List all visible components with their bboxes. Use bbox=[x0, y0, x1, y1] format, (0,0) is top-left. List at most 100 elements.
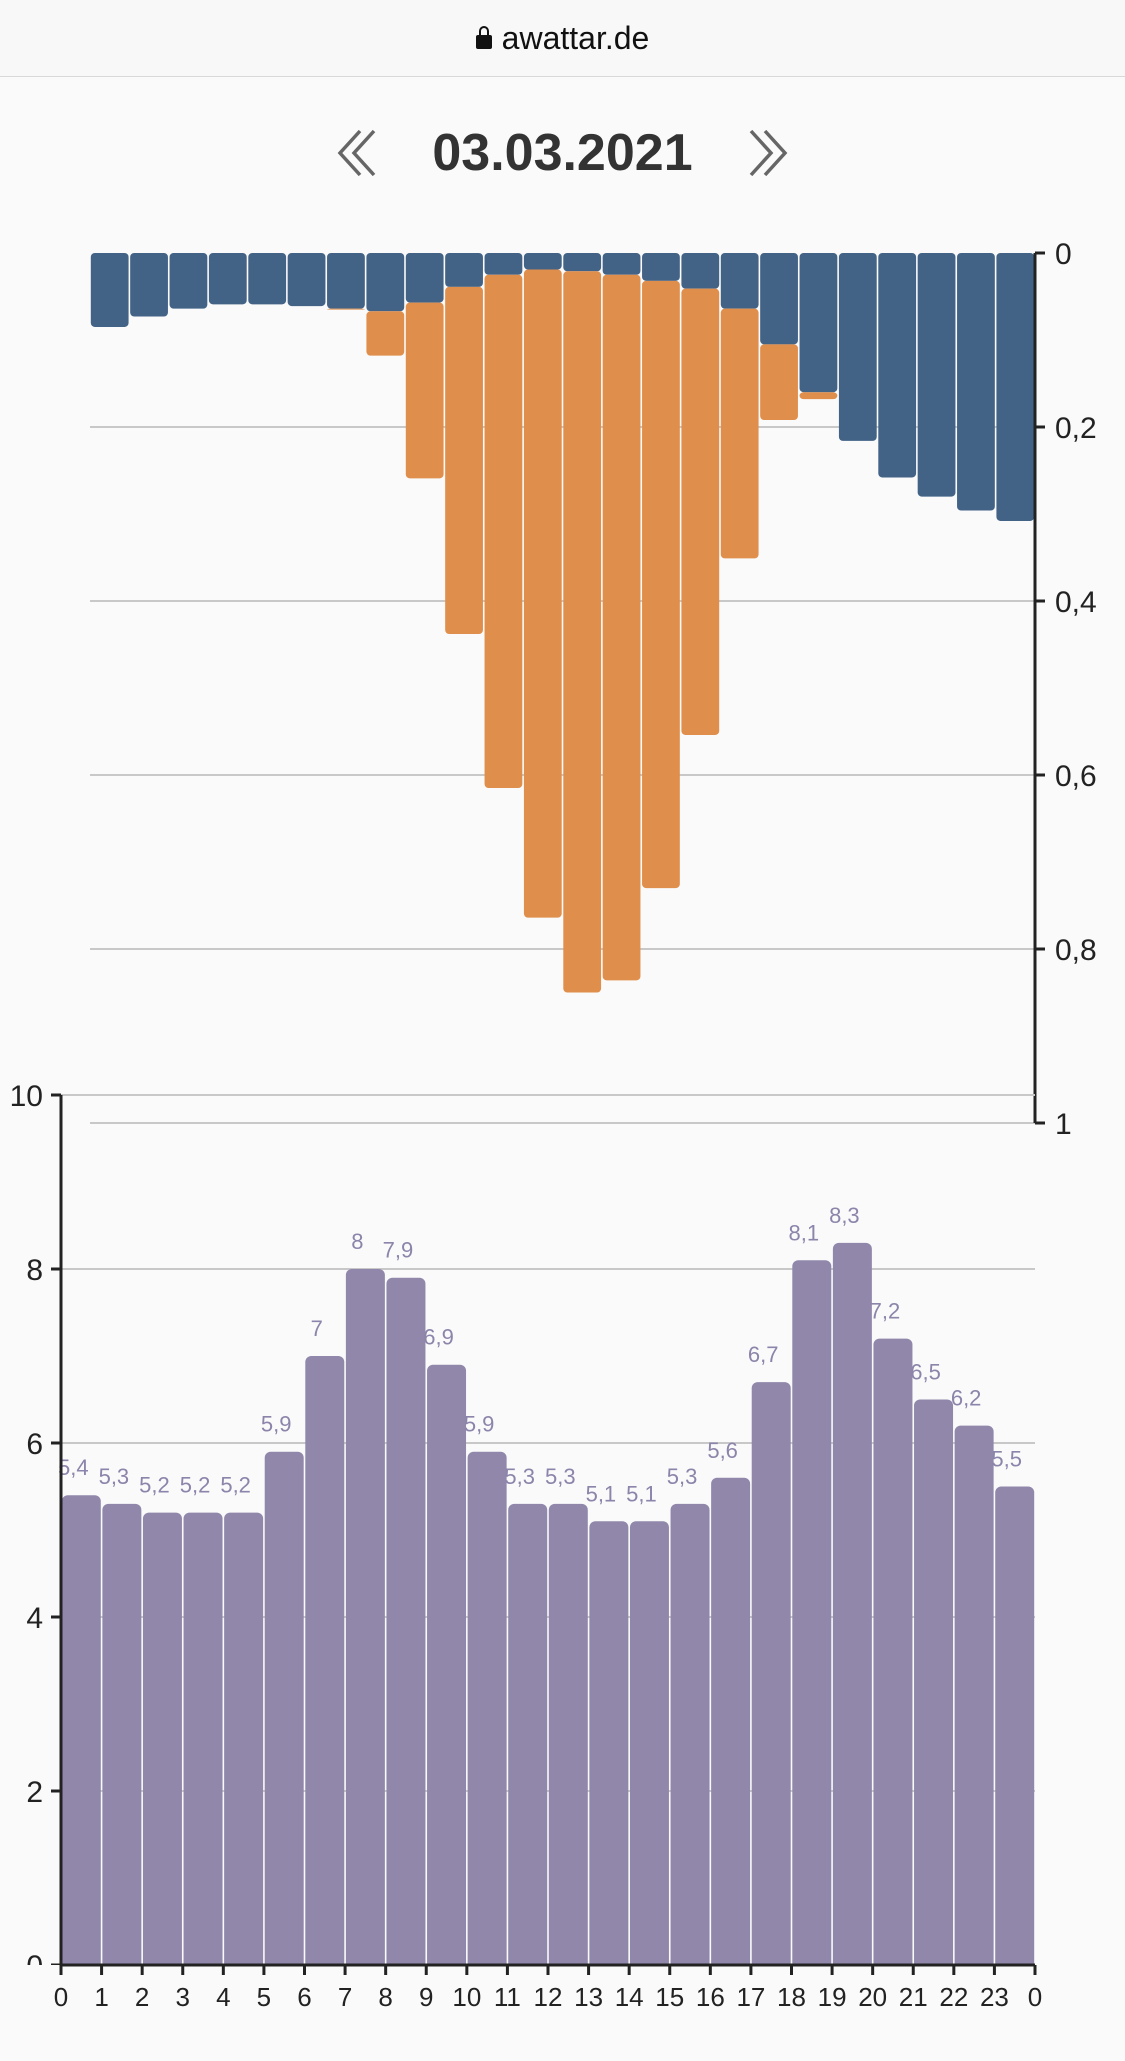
data-label: 5,1 bbox=[626, 1481, 657, 1506]
bar-price bbox=[995, 1486, 1035, 1969]
x-tick-label: 3 bbox=[176, 1982, 190, 2012]
x-tick-label: 13 bbox=[574, 1982, 603, 2012]
x-tick-label: 20 bbox=[858, 1982, 887, 2012]
bar-orange bbox=[720, 308, 759, 559]
bar-orange bbox=[366, 311, 405, 356]
bar-blue bbox=[720, 253, 759, 309]
bar-blue bbox=[287, 253, 326, 307]
bar-blue bbox=[681, 253, 720, 289]
bar-price bbox=[670, 1503, 710, 1969]
bar-blue bbox=[90, 253, 129, 327]
bar-price bbox=[305, 1356, 345, 1969]
chevron-left-icon[interactable] bbox=[334, 123, 382, 183]
lock-icon bbox=[475, 26, 492, 49]
x-tick-label: 21 bbox=[899, 1982, 928, 2012]
bar-blue bbox=[366, 253, 405, 312]
bar-blue bbox=[878, 253, 917, 478]
bar-price bbox=[467, 1451, 507, 1969]
data-label: 5,5 bbox=[991, 1447, 1022, 1472]
bar-orange bbox=[642, 280, 680, 889]
bar-price bbox=[832, 1242, 872, 1969]
bar-blue bbox=[838, 253, 877, 441]
bar-blue bbox=[327, 253, 365, 309]
y-tick-label: 0,6 bbox=[1055, 760, 1097, 793]
x-tick-label: 18 bbox=[777, 1982, 806, 2012]
bar-price bbox=[751, 1382, 791, 1969]
bar-price bbox=[508, 1503, 548, 1969]
x-tick-label: 5 bbox=[257, 1982, 271, 2012]
data-label: 8,1 bbox=[788, 1220, 819, 1245]
data-label: 5,9 bbox=[464, 1412, 495, 1437]
browser-address-bar[interactable]: awattar.de bbox=[0, 0, 1125, 77]
bar-price bbox=[629, 1521, 669, 1969]
x-tick-label: 4 bbox=[216, 1982, 230, 2012]
y-tick-label: 10 bbox=[10, 1080, 43, 1113]
bar-price bbox=[548, 1503, 588, 1969]
data-label: 5,2 bbox=[139, 1473, 170, 1498]
y-tick-label: 1 bbox=[1055, 1108, 1072, 1141]
x-tick-label: 12 bbox=[534, 1982, 563, 2012]
x-tick-label: 19 bbox=[818, 1982, 847, 2012]
x-tick-label: 23 bbox=[980, 1982, 1009, 2012]
chevron-right-icon[interactable] bbox=[743, 123, 791, 183]
data-label: 5,1 bbox=[586, 1481, 617, 1506]
bar-orange bbox=[760, 344, 798, 421]
bar-price bbox=[102, 1503, 142, 1969]
x-tick-label: 8 bbox=[378, 1982, 392, 2012]
data-label: 7,9 bbox=[383, 1238, 414, 1263]
x-tick-label: 10 bbox=[452, 1982, 481, 2012]
bar-blue bbox=[917, 253, 956, 497]
bar-blue bbox=[405, 253, 444, 303]
x-tick-label: 7 bbox=[338, 1982, 352, 2012]
bar-price bbox=[386, 1277, 426, 1969]
bar-blue bbox=[523, 253, 562, 270]
bar-price bbox=[914, 1399, 954, 1969]
data-label: 5,4 bbox=[58, 1455, 89, 1480]
data-label: 6,7 bbox=[748, 1342, 779, 1367]
data-label: 5,3 bbox=[545, 1464, 576, 1489]
x-tick-label: 0 bbox=[1028, 1982, 1042, 2012]
x-tick-label: 17 bbox=[736, 1982, 765, 2012]
bar-blue bbox=[799, 253, 838, 393]
data-label: 7,2 bbox=[870, 1299, 901, 1324]
x-tick-label: 14 bbox=[615, 1982, 644, 2012]
data-label: 6,9 bbox=[423, 1325, 454, 1350]
bar-blue bbox=[996, 253, 1035, 521]
data-label: 8 bbox=[351, 1229, 363, 1254]
data-label: 5,2 bbox=[180, 1473, 211, 1498]
x-tick-label: 16 bbox=[696, 1982, 725, 2012]
x-tick-label: 6 bbox=[297, 1982, 311, 2012]
bar-price bbox=[427, 1364, 467, 1969]
bar-price bbox=[589, 1521, 629, 1969]
bar-blue bbox=[957, 253, 995, 511]
bar-blue bbox=[602, 253, 641, 275]
page-title: 03.03.2021 bbox=[432, 124, 693, 182]
y-tick-label: 8 bbox=[26, 1254, 43, 1287]
bar-orange bbox=[799, 392, 838, 400]
bar-price bbox=[142, 1512, 182, 1969]
data-label: 7 bbox=[311, 1316, 323, 1341]
bar-price bbox=[224, 1512, 264, 1969]
bar-price bbox=[61, 1495, 101, 1969]
bar-blue bbox=[248, 253, 287, 305]
bar-price bbox=[345, 1269, 385, 1969]
bar-blue bbox=[208, 253, 247, 305]
bar-orange bbox=[405, 302, 444, 479]
x-tick-label: 0 bbox=[54, 1982, 68, 2012]
x-tick-label: 9 bbox=[419, 1982, 433, 2012]
bar-price bbox=[711, 1477, 751, 1969]
bar-orange bbox=[327, 308, 365, 310]
y-tick-label: 0 bbox=[1055, 238, 1072, 271]
x-tick-label: 11 bbox=[494, 1982, 521, 2012]
bar-orange bbox=[523, 269, 562, 918]
y-tick-label: 6 bbox=[26, 1428, 43, 1461]
data-label: 6,2 bbox=[951, 1386, 982, 1411]
bar-blue bbox=[642, 253, 680, 281]
data-label: 6,5 bbox=[910, 1360, 941, 1385]
y-tick-label: 0,2 bbox=[1055, 412, 1097, 445]
y-tick-label: 0,4 bbox=[1055, 586, 1097, 619]
data-label: 5,3 bbox=[667, 1464, 698, 1489]
x-tick-label: 15 bbox=[655, 1982, 684, 2012]
bar-orange bbox=[445, 286, 483, 635]
bar-price bbox=[954, 1425, 994, 1969]
